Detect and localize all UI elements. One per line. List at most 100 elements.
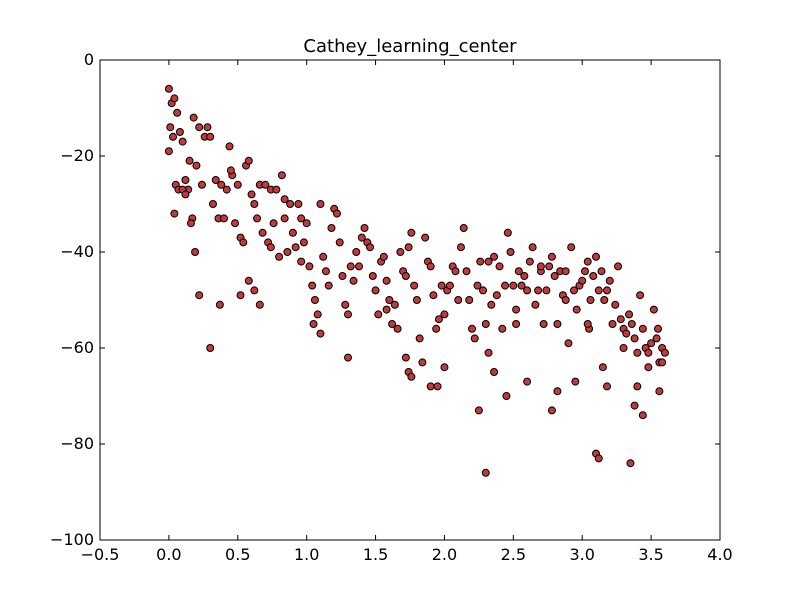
data-point — [611, 300, 620, 309]
data-point — [605, 276, 614, 285]
data-point — [166, 123, 175, 132]
x-axis: −0.5 0.0 0.5 1.0 1.5 2.0 2.5 3.0 3.5 4.0 — [81, 60, 733, 564]
data-point — [302, 219, 311, 228]
data-point — [316, 329, 325, 338]
data-point — [291, 243, 300, 252]
data-point — [385, 296, 394, 304]
data-point — [266, 243, 275, 252]
data-point — [379, 252, 388, 261]
data-point — [421, 233, 430, 242]
data-point — [352, 248, 361, 256]
data-point — [484, 348, 493, 357]
y-tick-label: −20 — [60, 146, 94, 165]
data-point — [280, 195, 289, 204]
data-point — [217, 180, 226, 189]
data-point — [432, 324, 441, 333]
data-point — [310, 296, 319, 304]
data-point — [572, 305, 581, 314]
data-point — [244, 156, 253, 165]
y-axis: 0 −20 −40 −60 −80 −100 — [50, 50, 720, 549]
data-point — [547, 252, 556, 261]
data-point — [203, 123, 212, 132]
data-point — [506, 248, 515, 256]
data-point — [437, 281, 446, 290]
data-point — [589, 272, 598, 280]
data-point — [226, 166, 235, 175]
data-point — [170, 94, 179, 103]
data-point — [470, 334, 479, 343]
data-point — [390, 300, 399, 309]
data-point — [297, 214, 306, 223]
data-point — [324, 281, 333, 290]
data-point — [655, 387, 664, 396]
data-point — [490, 252, 499, 261]
x-tick-label: 1.5 — [363, 545, 388, 564]
data-point — [225, 142, 234, 151]
data-point — [547, 406, 556, 415]
data-point — [517, 281, 526, 290]
data-point — [476, 257, 485, 266]
data-point — [523, 377, 532, 386]
data-point — [614, 262, 623, 271]
y-tick-label: −40 — [60, 242, 94, 261]
data-point — [382, 305, 391, 314]
data-point — [185, 156, 194, 165]
data-point — [484, 257, 493, 266]
data-point — [474, 406, 483, 415]
data-point — [236, 291, 245, 300]
y-tick-label: −100 — [50, 530, 94, 549]
data-point — [222, 185, 231, 194]
data-point — [512, 305, 521, 314]
data-point — [654, 324, 662, 333]
data-point — [594, 286, 603, 295]
data-point — [170, 209, 179, 218]
data-point — [299, 238, 308, 247]
data-point — [192, 161, 201, 170]
x-tick-label: 3.5 — [638, 545, 663, 564]
data-point — [288, 228, 297, 237]
data-point — [418, 358, 427, 367]
data-point — [169, 132, 178, 141]
data-point — [407, 372, 416, 381]
data-point — [195, 123, 204, 132]
x-tick-label: 3.0 — [569, 545, 594, 564]
x-tick-label: 0.0 — [156, 545, 181, 564]
data-point — [272, 185, 281, 194]
data-point — [630, 334, 639, 343]
data-point — [454, 296, 463, 304]
data-point — [404, 243, 413, 252]
data-point — [492, 291, 501, 300]
data-point — [473, 281, 482, 290]
data-point — [564, 339, 573, 348]
data-point — [539, 320, 548, 328]
data-point — [647, 339, 656, 348]
data-point — [481, 468, 490, 477]
data-point — [633, 382, 642, 391]
data-point — [407, 228, 416, 237]
data-point — [445, 281, 454, 290]
data-point — [206, 132, 215, 141]
data-point — [644, 348, 653, 357]
data-point — [211, 176, 220, 184]
data-point — [181, 190, 190, 199]
data-point — [571, 377, 580, 386]
data-point — [597, 267, 606, 276]
data-point — [374, 310, 383, 319]
data-point — [660, 348, 669, 357]
data-point — [594, 454, 603, 463]
data-point — [487, 300, 496, 309]
data-point — [344, 353, 352, 362]
data-point — [173, 108, 182, 117]
data-point — [561, 296, 570, 304]
data-point — [349, 276, 358, 285]
data-point — [626, 459, 635, 468]
data-point — [366, 243, 375, 252]
data-point — [426, 382, 435, 391]
data-point — [189, 113, 198, 122]
x-tick-label: −0.5 — [81, 545, 120, 564]
data-point — [553, 320, 562, 328]
data-point — [520, 272, 529, 280]
data-point — [305, 262, 314, 271]
data-point — [371, 286, 380, 295]
